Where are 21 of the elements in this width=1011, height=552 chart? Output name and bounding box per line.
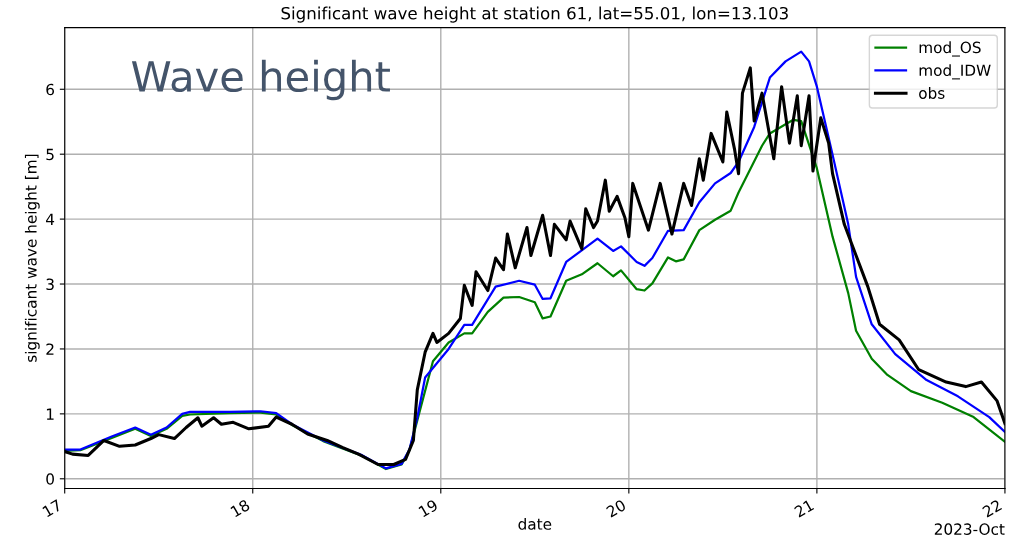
x-tick-label: 22 [981, 499, 1003, 518]
legend-label: mod_OS [919, 41, 981, 57]
x-tick-label: 17 [42, 499, 62, 518]
chart-title: Significant wave height at station 61, lat=55.01, lon=13.103 [281, 6, 788, 23]
y-tick-label: 5 [46, 148, 54, 161]
legend-label: obs [919, 87, 945, 99]
y-axis-title: significant wave height [m] [24, 154, 40, 362]
y-tick-label: 4 [46, 213, 55, 225]
y-tick-label: 2 [46, 343, 54, 355]
x-tick-label: 21 [793, 499, 815, 518]
text: 2023-Oct [934, 523, 1005, 535]
annotation: Wave height [131, 59, 390, 101]
y-tick-label: 6 [46, 83, 55, 96]
x-tick-label: 19 [418, 499, 439, 518]
y-tick-label: 1 [46, 408, 54, 420]
y-tick-label: 0 [46, 473, 54, 485]
y-tick-label: 3 [46, 278, 54, 291]
legend-label: mod_IDW [919, 64, 991, 80]
x-tick-label: 18 [230, 499, 251, 518]
x-axis-title: date [518, 517, 552, 530]
x-tick-label: 20 [605, 498, 627, 518]
